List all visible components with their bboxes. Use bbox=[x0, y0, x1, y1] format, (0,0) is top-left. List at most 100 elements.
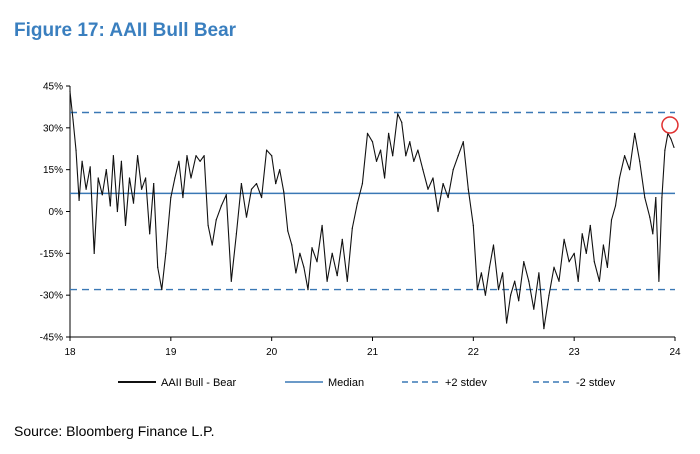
aaii-bull-bear-point bbox=[356, 202, 358, 204]
aaii-bull-bear-point bbox=[128, 177, 131, 179]
aaii-bull-bear-point bbox=[124, 224, 127, 227]
figure-title: Figure 17: AAII Bull Bear bbox=[14, 20, 237, 41]
aaii-bull-bear-point bbox=[165, 252, 167, 254]
aaii-bull-bear-point bbox=[577, 280, 579, 282]
aaii-bull-bear-point bbox=[644, 196, 646, 199]
aaii-bull-bear-point bbox=[136, 155, 139, 157]
aaii-bull-bear-point bbox=[266, 149, 268, 151]
aaii-bull-bear-point bbox=[409, 141, 411, 143]
aaii-bull-bear-point bbox=[211, 244, 213, 246]
reference-lines bbox=[70, 111, 675, 291]
aaii-bull-bear-point bbox=[195, 155, 197, 157]
aaii-bull-bear-point bbox=[573, 252, 575, 254]
aaii-bull-bear-point bbox=[174, 177, 176, 179]
aaii-bull-bear-point bbox=[432, 177, 434, 179]
aaii-bull-bear-point bbox=[593, 261, 595, 263]
aaii-bull-bear-point bbox=[514, 280, 516, 282]
series-layer bbox=[69, 90, 679, 330]
aaii-bull-bear-point bbox=[161, 288, 163, 291]
aaii-bull-bear-point bbox=[255, 183, 258, 185]
aaii-bull-bear-point bbox=[371, 141, 374, 143]
aaii-bull-bear-point bbox=[598, 280, 600, 282]
aaii-bull-bear-point bbox=[291, 244, 293, 246]
aaii-bull-bear-point bbox=[523, 261, 525, 263]
aaii-bull-bear-point bbox=[623, 155, 626, 157]
aaii-bull-bear-point bbox=[109, 205, 111, 207]
aaii-bull-bear-point bbox=[452, 169, 454, 171]
aaii-bull-bear-point bbox=[585, 252, 587, 254]
aaii-bull-bear-point bbox=[427, 188, 429, 190]
aaii-bull-bear-point bbox=[606, 266, 609, 268]
aaii-bull-bear-point bbox=[275, 183, 277, 185]
aaii-bull-bear-point bbox=[157, 266, 159, 268]
aaii-bull-bear-point bbox=[480, 272, 482, 274]
aaii-bull-bear-point bbox=[361, 183, 364, 185]
aaii-bull-bear-point bbox=[384, 177, 386, 179]
aaii-bull-bear-point bbox=[658, 280, 660, 282]
aaii-bull-bear-point bbox=[85, 188, 87, 190]
aaii-bull-bear-point bbox=[649, 216, 651, 218]
aaii-bull-bear-point bbox=[279, 169, 281, 171]
aaii-bull-bear-point bbox=[230, 280, 232, 282]
x-tick-label: 24 bbox=[669, 347, 681, 358]
aaii-bull-bear-point bbox=[506, 322, 508, 324]
aaii-bull-bear-point bbox=[589, 224, 591, 227]
aaii-bull-bear-point bbox=[442, 183, 444, 185]
aaii-bull-bear-point bbox=[190, 177, 192, 179]
aaii-bull-bear-point bbox=[283, 191, 285, 193]
aaii-bull-bear-point bbox=[299, 252, 301, 254]
aaii-bull-bear-point bbox=[69, 90, 71, 93]
y-tick-label: -30% bbox=[40, 291, 63, 302]
aaii-bull-bear-point bbox=[422, 169, 424, 171]
legend-aaii-bull-bear-label: AAII Bull - Bear bbox=[161, 377, 237, 389]
aaii-bull-bear-point bbox=[388, 132, 390, 135]
aaii-bull-bear-point bbox=[153, 183, 155, 185]
aaii-bull-bear-point bbox=[271, 155, 273, 157]
aaii-bull-bear-point bbox=[311, 247, 313, 249]
x-tick-label: 21 bbox=[367, 347, 379, 358]
aaii-bull-bear-point bbox=[240, 183, 243, 185]
aaii-bull-bear-point bbox=[673, 146, 675, 148]
y-tick-label: 30% bbox=[43, 123, 63, 134]
aaii-bull-bear-point bbox=[543, 328, 545, 330]
aaii-bull-bear-point bbox=[664, 149, 666, 151]
aaii-bull-bear-point bbox=[533, 308, 535, 310]
aaii-bull-bear-point bbox=[321, 224, 323, 227]
aaii-bull-bear-point bbox=[149, 233, 151, 235]
aaii-bull-bear-point bbox=[379, 149, 382, 151]
aaii-bull-bear-point bbox=[215, 219, 217, 221]
aaii-bull-bear-point bbox=[472, 224, 474, 227]
aaii-bull-bear-point bbox=[101, 194, 103, 196]
aaii-bull-bear-point bbox=[326, 280, 328, 282]
aaii-bull-bear-point bbox=[140, 188, 143, 190]
aaii-bull-bear-point bbox=[203, 155, 205, 157]
aaii-bull-bear-point bbox=[145, 177, 147, 179]
aaii-bull-bear-point bbox=[437, 210, 439, 213]
aaii-bull-bear-point bbox=[558, 280, 560, 282]
aaii-bull-bear-point bbox=[618, 177, 621, 179]
aaii-bull-bear-point bbox=[457, 155, 459, 157]
aaii-bull-bear-point bbox=[245, 216, 248, 218]
aaii-bull-bear-point bbox=[97, 177, 99, 179]
aaii-bull-bear-point bbox=[75, 149, 77, 151]
chart-axes: 45% 30% 15% 0% -15% -30% -45%18 19 20 21 22 23 24 bbox=[40, 82, 681, 359]
aaii-bull-bear-point bbox=[467, 188, 469, 190]
aaii-bull-bear-point bbox=[112, 155, 114, 157]
aaii-bull-bear-point bbox=[670, 138, 672, 140]
aaii-bull-bear-point bbox=[81, 160, 83, 162]
legend-minus-2-stdev-label: -2 stdev bbox=[576, 377, 616, 389]
aaii-bull-bear-point bbox=[492, 244, 495, 246]
aaii-bull-bear-point bbox=[563, 238, 565, 240]
highlight-circle bbox=[661, 116, 679, 134]
aaii-bull-bear-point bbox=[634, 132, 636, 135]
aaii-bull-bear-point bbox=[72, 118, 74, 121]
aaii-bull-bear-point bbox=[602, 244, 605, 246]
aaii-bull-bear-point bbox=[336, 275, 338, 277]
aaii-bull-bear-point bbox=[250, 188, 253, 190]
y-tick-label: -45% bbox=[40, 333, 63, 344]
legend-plus-2-stdev-label: +2 stdev bbox=[445, 377, 487, 389]
aaii-bull-bear-point bbox=[331, 252, 333, 254]
aaii-bull-bear-point bbox=[462, 141, 464, 143]
aaii-bull-bear-point bbox=[655, 196, 657, 199]
aaii-bull-bear-point bbox=[132, 202, 135, 204]
